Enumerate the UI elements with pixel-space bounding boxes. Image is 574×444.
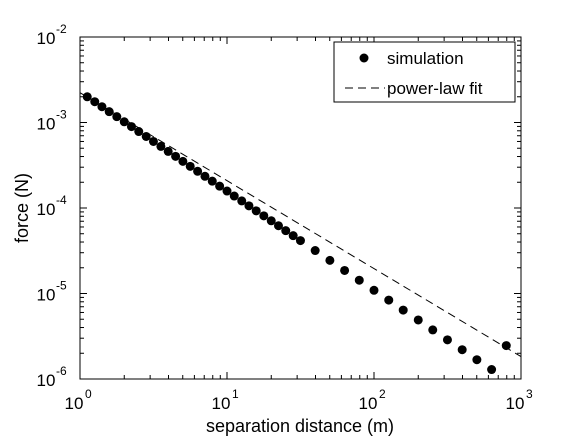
data-point (259, 211, 269, 221)
data-point (82, 92, 92, 102)
y-axis-ticks: 10-610-510-410-310-2 (37, 22, 521, 390)
y-tick-label-exponent: -6 (56, 364, 67, 378)
x-tick-label-exponent: 3 (526, 387, 533, 401)
x-axis-label: separation distance (m) (206, 416, 394, 436)
legend-label-simulation: simulation (387, 49, 464, 68)
y-tick-label: 10 (37, 115, 56, 134)
data-point (310, 246, 320, 256)
data-point (126, 122, 136, 132)
data-point (295, 236, 305, 246)
data-point (163, 146, 173, 156)
data-point (457, 345, 467, 355)
data-point (501, 341, 511, 351)
data-point (472, 355, 482, 365)
data-point (413, 315, 423, 325)
legend-marker-simulation (359, 53, 369, 63)
data-point (369, 285, 379, 295)
y-tick-label: 10 (37, 29, 56, 48)
data-point (185, 161, 195, 171)
data-point (384, 295, 394, 305)
fit-layer (79, 92, 522, 357)
x-axis-ticks: 10 0 10 1 10 2 10 3 (65, 37, 533, 413)
data-point (112, 112, 122, 122)
data-point (273, 221, 283, 231)
data-point (251, 206, 261, 216)
data-point (442, 335, 452, 345)
data-point (229, 191, 239, 201)
x-tick-label-exponent: 0 (85, 387, 92, 401)
data-point (237, 196, 247, 206)
x-tick-label: 10 (65, 394, 84, 413)
y-tick-label: 10 (37, 286, 56, 305)
legend-label-fit: power-law fit (387, 79, 483, 98)
y-tick-label-exponent: -5 (56, 279, 67, 293)
data-point (178, 156, 188, 166)
data-point (148, 136, 158, 146)
fit-line (79, 92, 522, 357)
data-point (398, 305, 408, 315)
data-point (288, 231, 298, 241)
data-point (354, 275, 364, 285)
data-point (119, 117, 129, 127)
x-tick-label: 10 (359, 394, 378, 413)
data-point (193, 166, 203, 176)
data-point (156, 141, 166, 151)
data-point (325, 255, 335, 265)
data-point (222, 186, 232, 196)
data-point (104, 107, 114, 117)
x-tick-label: 10 (212, 394, 231, 413)
data-point (487, 365, 497, 375)
y-tick-label-exponent: -2 (56, 22, 67, 36)
data-point (141, 131, 151, 141)
data-point (281, 226, 291, 236)
data-point (266, 216, 276, 226)
legend-box (333, 41, 516, 103)
data-point (171, 151, 181, 161)
data-point (134, 127, 144, 137)
y-axis-label: force (N) (12, 173, 32, 243)
y-tick-label-exponent: -3 (56, 108, 67, 122)
x-tick-label-exponent: 2 (379, 387, 386, 401)
data-point (207, 176, 217, 186)
x-tick-label-exponent: 1 (232, 387, 239, 401)
legend: simulation power-law fit (333, 41, 516, 103)
data-point (428, 325, 438, 335)
data-point (244, 201, 254, 211)
data-point (215, 181, 225, 191)
data-point (97, 102, 107, 112)
data-point (340, 265, 350, 275)
x-tick-label: 10 (506, 394, 525, 413)
y-tick-label: 10 (37, 200, 56, 219)
data-point (200, 171, 210, 181)
data-point (90, 97, 100, 107)
y-tick-label-exponent: -4 (56, 193, 67, 207)
y-tick-label: 10 (37, 371, 56, 390)
marker-layer (82, 92, 511, 375)
